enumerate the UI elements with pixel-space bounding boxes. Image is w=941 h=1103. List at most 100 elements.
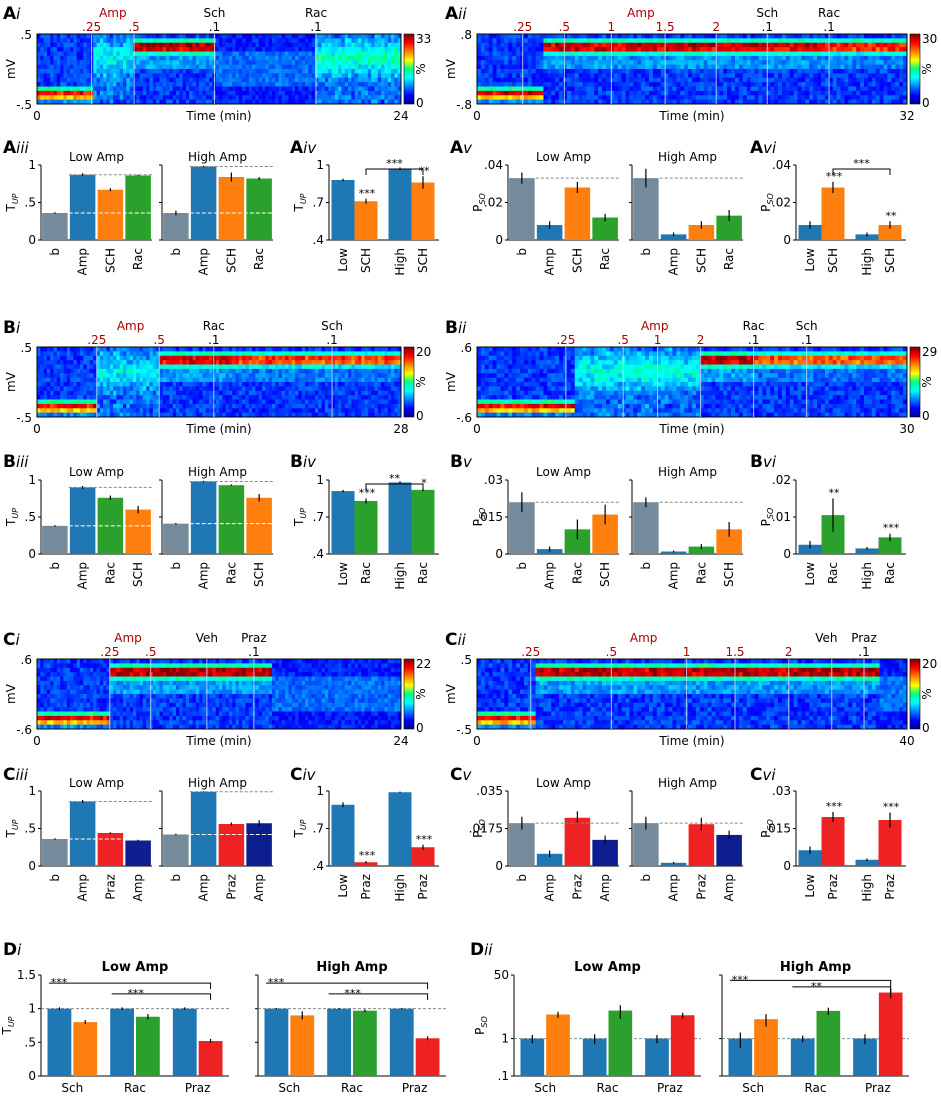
heatmap-cell <box>723 86 728 92</box>
heatmap-cell <box>199 34 203 39</box>
heatmap-cell <box>169 60 174 66</box>
heatmap-cell <box>129 377 134 383</box>
heatmap-cell <box>328 386 332 392</box>
heatmap-cell <box>278 51 283 57</box>
heatmap-cell <box>766 73 771 79</box>
heatmap-cell <box>172 399 177 405</box>
heatmap-cell <box>185 82 190 87</box>
heatmap-cell <box>255 408 260 414</box>
heatmap-cell <box>202 351 207 357</box>
heatmap-cell <box>281 38 286 44</box>
heatmap-cell <box>672 82 677 87</box>
heatmap-cell <box>262 386 266 392</box>
heatmap-cell <box>699 64 705 70</box>
heatmap-cell <box>80 408 84 414</box>
heatmap-cell <box>308 377 313 383</box>
heatmap-cell <box>258 34 263 39</box>
heatmap-cell <box>813 90 818 96</box>
heatmap-cell <box>684 64 689 70</box>
heatmap-cell <box>50 408 54 414</box>
heatmap-cell <box>703 64 709 70</box>
heatmap-cell <box>301 82 306 87</box>
heatmap-cell <box>202 47 207 52</box>
heatmap-cell <box>551 47 556 52</box>
heatmap-cell <box>182 69 187 74</box>
heatmap-cell <box>531 69 537 74</box>
heatmap-cell <box>384 60 389 66</box>
heatmap-cell <box>314 69 319 74</box>
heatmap-cell <box>235 412 240 418</box>
heatmap-cell <box>66 412 71 418</box>
heatmap-cell <box>192 377 197 383</box>
heatmap-cell <box>245 399 250 405</box>
heatmap-cell <box>225 60 230 66</box>
heatmap-cell <box>56 373 61 379</box>
heatmap-cell <box>512 95 517 101</box>
heatmap-cell <box>860 38 865 44</box>
heatmap-cell <box>119 386 124 392</box>
heatmap-cell <box>278 69 283 74</box>
heatmap-cell <box>547 69 552 74</box>
heatmap-cell <box>262 368 266 374</box>
heatmap-cell <box>504 90 509 96</box>
heatmap-cell <box>719 99 724 105</box>
heatmap-cell <box>192 347 197 352</box>
heatmap-cell <box>93 86 97 92</box>
heatmap-cell <box>852 73 857 79</box>
heatmap-cell <box>175 51 180 57</box>
heatmap-cell <box>132 399 137 405</box>
heatmap-cell <box>291 47 296 52</box>
heatmap-cell <box>311 95 316 101</box>
heatmap-cell <box>354 47 359 52</box>
heatmap-cell <box>314 373 319 379</box>
heatmap-cell <box>109 95 114 101</box>
heatmap-cell <box>166 403 170 409</box>
heatmap-cell <box>179 77 183 83</box>
heatmap-cell <box>867 73 873 79</box>
heatmap-cell <box>83 90 88 96</box>
heatmap-cell <box>262 64 266 70</box>
heatmap-cell <box>63 412 68 418</box>
heatmap-cell <box>288 368 293 374</box>
heatmap-cell <box>129 395 134 400</box>
heatmap-cell <box>129 99 134 105</box>
dose-label: 2 <box>712 20 720 34</box>
heatmap-cell <box>496 55 501 61</box>
heatmap-cell <box>232 395 236 400</box>
heatmap-cell <box>185 51 190 57</box>
heatmap-cell <box>232 377 236 383</box>
heatmap-cell <box>664 51 669 57</box>
heatmap-cell <box>222 360 227 365</box>
heatmap-cell <box>559 55 564 61</box>
heatmap-cell <box>268 95 273 101</box>
heatmap-cell <box>621 51 626 57</box>
heatmap-cell <box>660 47 666 52</box>
heatmap-cell <box>189 368 193 374</box>
heatmap-cell <box>179 347 183 352</box>
heatmap-cell <box>70 373 74 379</box>
heatmap-cell <box>578 60 583 66</box>
heatmap-cell <box>758 38 763 44</box>
heatmap-cell <box>83 51 88 57</box>
heatmap-cell <box>182 38 187 44</box>
heatmap-cell <box>324 386 329 392</box>
heatmap-cell <box>152 386 157 392</box>
heatmap-cell <box>185 69 190 74</box>
heatmap-cell <box>202 51 207 57</box>
heatmap-cell <box>879 47 884 52</box>
heatmap-cell <box>321 347 326 352</box>
heatmap-cell <box>281 408 286 414</box>
heatmap-cell <box>840 47 845 52</box>
heatmap-cell <box>175 368 180 374</box>
heatmap-cell <box>50 64 54 70</box>
y-axis-label-main: mV <box>4 58 18 79</box>
heatmap-cell <box>344 38 349 44</box>
heatmap-cell <box>255 64 260 70</box>
heatmap-cell <box>126 51 131 57</box>
heatmap-cell <box>742 38 748 44</box>
heatmap-cell <box>321 377 326 383</box>
heatmap-cell <box>613 90 619 96</box>
heatmap-cell <box>578 34 583 39</box>
heatmap-cell <box>582 55 587 61</box>
heatmap-cell <box>298 73 303 79</box>
